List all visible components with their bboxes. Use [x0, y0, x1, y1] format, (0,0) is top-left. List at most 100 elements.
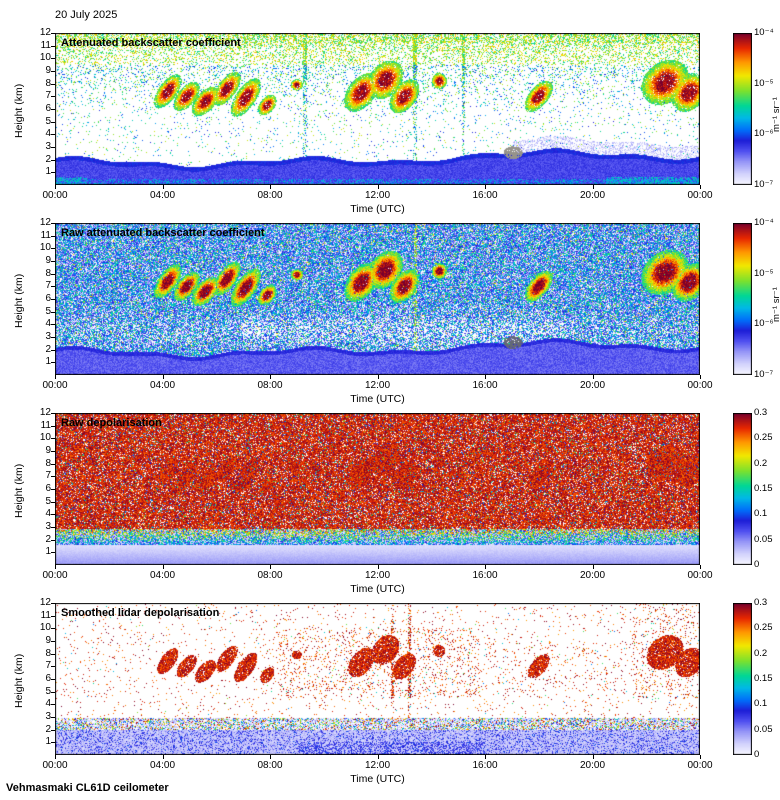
y-tick-label: 8	[45, 457, 51, 469]
y-tick-label: 3	[45, 141, 51, 152]
y-tick-mark	[51, 58, 55, 59]
x-tick-mark	[55, 185, 56, 189]
y-tick-label: 6	[45, 673, 51, 684]
y-tick-mark	[51, 299, 55, 300]
x-tick-label: 00:00	[42, 760, 68, 771]
y-tick-label: 7	[45, 280, 51, 292]
x-tick-label: 04:00	[149, 760, 176, 771]
x-tick-mark	[378, 755, 379, 759]
y-tick-label: 5	[45, 685, 51, 697]
y-tick-label: 7	[45, 90, 51, 102]
depolarisation-colorbar	[733, 603, 752, 755]
y-tick-mark	[51, 46, 55, 47]
colorbar-tick-label: 10⁻⁷	[754, 179, 774, 190]
y-tick-mark	[51, 324, 55, 325]
y-tick-mark	[51, 540, 55, 541]
y-tick-label: 5	[45, 305, 51, 317]
y-tick-mark	[51, 514, 55, 515]
raw-depolarisation-heatmap	[55, 413, 700, 565]
y-tick-label: 6	[45, 293, 51, 304]
y-tick-label: 11	[40, 419, 51, 431]
x-tick-mark	[55, 565, 56, 569]
x-tick-mark	[593, 565, 594, 569]
x-tick-mark	[163, 755, 164, 759]
y-tick-mark	[51, 172, 55, 173]
x-tick-label: 16:00	[472, 190, 498, 201]
y-tick-label: 10	[39, 622, 51, 634]
x-tick-mark	[270, 375, 271, 379]
x-tick-label: 00:00	[42, 380, 68, 391]
y-tick-mark	[51, 122, 55, 123]
y-tick-label: 8	[45, 647, 51, 659]
x-tick-label: 08:00	[257, 760, 283, 771]
depolarisation-colorbar	[733, 413, 752, 565]
colorbar-tick-label: 10⁻⁷	[754, 369, 774, 380]
y-tick-label: 12	[39, 217, 51, 228]
x-tick-mark	[700, 565, 701, 569]
y-tick-mark	[51, 464, 55, 465]
y-tick-mark	[51, 692, 55, 693]
x-tick-label: 08:00	[257, 570, 283, 581]
y-axis-label: Height (km)	[13, 463, 25, 518]
y-tick-label: 2	[45, 343, 51, 355]
y-tick-label: 9	[45, 65, 51, 76]
x-tick-label: 04:00	[149, 570, 176, 581]
y-tick-mark	[51, 654, 55, 655]
y-tick-mark	[51, 730, 55, 731]
y-tick-label: 1	[45, 736, 51, 748]
x-axis-label: Time (UTC)	[350, 583, 405, 595]
y-tick-mark	[51, 641, 55, 642]
colorbar-tick-label: 0	[754, 559, 760, 570]
y-tick-mark	[51, 84, 55, 85]
x-tick-mark	[593, 185, 594, 189]
raw-attenuated-backscatter-heatmap	[55, 223, 700, 375]
y-axis-label: Height (km)	[13, 653, 25, 708]
colorbar-tick-label: 0.15	[754, 673, 773, 684]
x-tick-mark	[378, 375, 379, 379]
x-tick-mark	[485, 565, 486, 569]
y-tick-label: 11	[40, 229, 51, 241]
y-tick-label: 9	[45, 635, 51, 646]
x-tick-label: 12:00	[364, 760, 391, 771]
x-tick-mark	[55, 375, 56, 379]
y-axis-label: Height (km)	[13, 83, 25, 138]
x-tick-label: 08:00	[257, 190, 283, 201]
y-tick-mark	[51, 248, 55, 249]
x-axis-label: Time (UTC)	[350, 773, 405, 785]
backscatter-colorbar	[733, 33, 752, 185]
colorbar-tick-label: 0.3	[754, 597, 768, 608]
panel-title: Raw depolarisation	[61, 417, 162, 429]
y-tick-mark	[51, 71, 55, 72]
y-tick-label: 6	[45, 483, 51, 494]
y-tick-label: 12	[39, 407, 51, 418]
colorbar-unit-label: m⁻¹ sr⁻¹	[771, 97, 780, 132]
x-tick-label: 20:00	[579, 190, 606, 201]
y-tick-label: 1	[45, 356, 51, 368]
y-tick-label: 4	[45, 128, 51, 140]
colorbar-tick-label: 10⁻⁶	[754, 128, 774, 140]
y-tick-mark	[51, 666, 55, 667]
x-tick-mark	[163, 375, 164, 379]
y-tick-mark	[51, 502, 55, 503]
x-tick-label: 04:00	[149, 190, 176, 201]
y-tick-mark	[51, 286, 55, 287]
x-axis-label: Time (UTC)	[350, 393, 405, 405]
y-tick-mark	[51, 236, 55, 237]
panel-title: Attenuated backscatter coefficient	[61, 37, 241, 49]
x-tick-label: 00:00	[42, 190, 68, 201]
colorbar-tick-label: 10⁻⁴	[754, 27, 774, 38]
y-tick-mark	[51, 489, 55, 490]
x-tick-mark	[485, 755, 486, 759]
y-tick-mark	[51, 223, 55, 224]
x-tick-mark	[700, 375, 701, 379]
x-tick-mark	[270, 185, 271, 189]
y-tick-mark	[51, 742, 55, 743]
x-tick-mark	[270, 565, 271, 569]
y-tick-mark	[51, 616, 55, 617]
colorbar-tick-label: 0.05	[754, 723, 773, 735]
y-tick-label: 6	[45, 103, 51, 114]
y-tick-label: 11	[40, 609, 51, 621]
